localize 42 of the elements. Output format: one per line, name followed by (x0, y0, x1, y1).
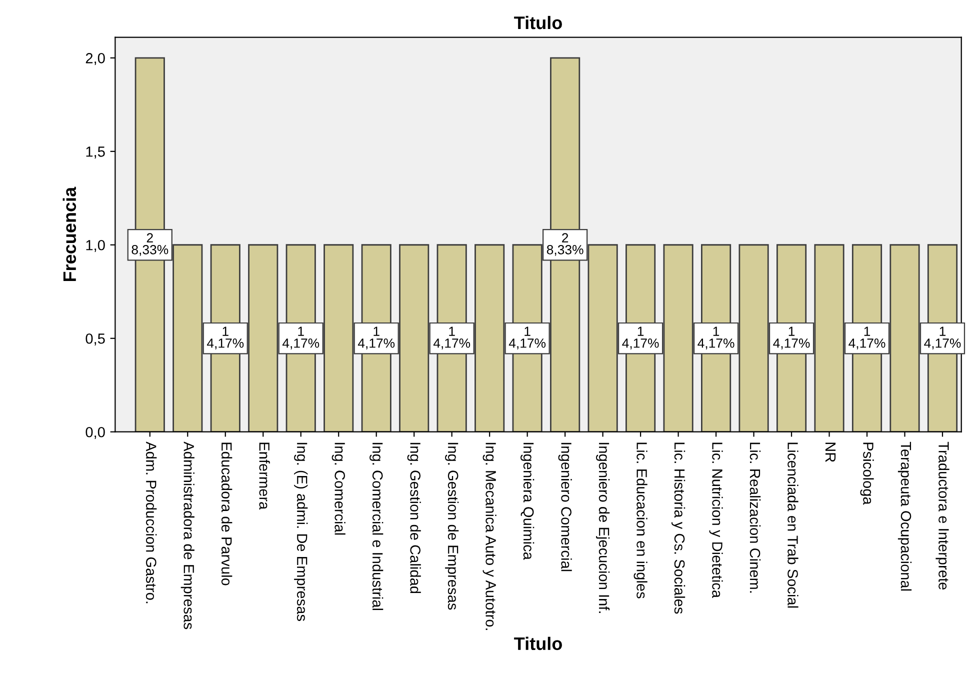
y-tick-label: 1,5 (86, 146, 105, 159)
y-tick-label: 1,0 (86, 240, 105, 252)
data-label: 1 4,17% (508, 326, 546, 350)
x-tick-label: Ing. (E) admi. De Empresas (294, 442, 308, 621)
x-tick-label: Ing. Comercial e Industrial (370, 442, 384, 610)
data-label: 1 4,17% (773, 326, 810, 350)
data-label: 1 4,17% (924, 326, 961, 350)
data-label: 2 8,33% (546, 233, 584, 256)
x-tick-label: Lic. Nutricion y Dietetica (709, 442, 723, 598)
data-label: 1 4,17% (206, 326, 244, 350)
x-tick-label: Psicologa (860, 442, 874, 505)
data-label: 1 4,17% (433, 326, 470, 350)
x-tick-label: Enfermera (259, 442, 270, 510)
x-tick-label: Ing. Comercial (332, 442, 346, 535)
x-tick-label: Lic. Educacion en ingles (634, 442, 648, 598)
y-tick-label: 0,5 (86, 333, 105, 346)
data-label: 1 4,17% (848, 326, 886, 350)
data-label: 1 4,17% (282, 326, 320, 350)
x-tick-label: Licenciada en Trab Social (788, 442, 798, 608)
x-tick-label: Ingeniero Comercial (558, 442, 572, 572)
x-tick-label: NR (825, 442, 836, 462)
x-tick-label: Ing. Gestion de Empresas (445, 442, 459, 610)
y-tick-label: 0,0 (86, 426, 105, 439)
data-label: 1 4,17% (622, 326, 659, 350)
data-label: 2 8,33% (132, 233, 168, 256)
x-tick-label: Educadora de Parvulo (221, 442, 232, 586)
x-tick-label: Ingeniero de Ejecucion Inf. (596, 442, 610, 613)
x-tick-label: Traductora e Interprete (936, 442, 950, 590)
data-label: 1 4,17% (358, 326, 395, 350)
x-tick-label: Lic. Realizacion Cinem. (750, 442, 761, 593)
x-tick-label: Ingeniera Quimica (520, 442, 534, 560)
x-tick-label: Administradora de Empresas (180, 442, 194, 630)
x-axis-title: Titulo (514, 636, 562, 650)
chart-title: Titulo (514, 16, 562, 30)
y-tick-label: 2,0 (86, 53, 105, 66)
x-tick-label: Adm. Produccion Gastro. (146, 442, 157, 604)
data-label: 1 4,17% (698, 326, 734, 350)
x-tick-label: Ing. Gestion de Calidad (407, 442, 421, 594)
y-axis-title: Frecuencia (62, 186, 76, 282)
x-tick-label: Terapeuta Ocupacional (898, 442, 912, 591)
x-tick-label: Ing. Mecanica Auto y Autotro. (482, 442, 496, 630)
x-tick-label: Lic. Historia y Cs. Sociales (671, 442, 686, 614)
